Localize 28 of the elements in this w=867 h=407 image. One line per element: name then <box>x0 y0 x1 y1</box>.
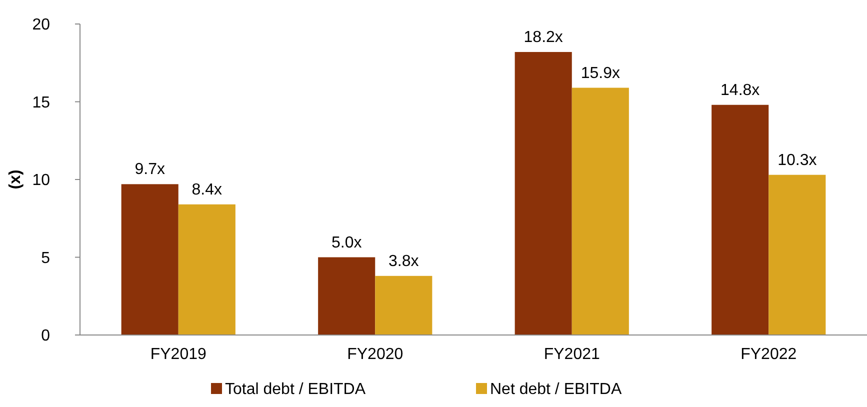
x-tick-label: FY2022 <box>740 346 797 363</box>
y-tick-label: 15 <box>32 94 50 112</box>
y-tick-label: 0 <box>41 328 50 345</box>
y-tick-label: 20 <box>32 16 50 34</box>
x-tick-label: FY2019 <box>150 346 206 363</box>
bar <box>572 88 629 335</box>
y-tick-label: 10 <box>32 172 50 190</box>
legend-label: Net debt / EBITDA <box>490 381 622 398</box>
x-tick-label: FY2021 <box>544 346 600 363</box>
bar <box>514 52 572 335</box>
x-tick-label: FY2020 <box>347 346 404 363</box>
data-label: 14.8x <box>720 82 760 99</box>
data-label: 15.9x <box>580 64 620 82</box>
data-label: 9.7x <box>134 161 165 178</box>
bar <box>318 257 376 335</box>
y-axis-title: (x) <box>7 170 24 190</box>
data-label: 5.0x <box>331 234 362 252</box>
legend-label: Total debt / EBITDA <box>225 381 366 398</box>
bar <box>712 104 769 335</box>
bar <box>768 174 826 335</box>
data-label: 18.2x <box>524 28 563 46</box>
y-tick-label: 5 <box>41 250 50 267</box>
bar <box>375 276 432 335</box>
data-label: 3.8x <box>388 252 419 270</box>
bar <box>121 184 178 335</box>
bar <box>178 204 236 335</box>
data-label: 10.3x <box>778 152 817 169</box>
data-label: 8.4x <box>192 181 222 198</box>
